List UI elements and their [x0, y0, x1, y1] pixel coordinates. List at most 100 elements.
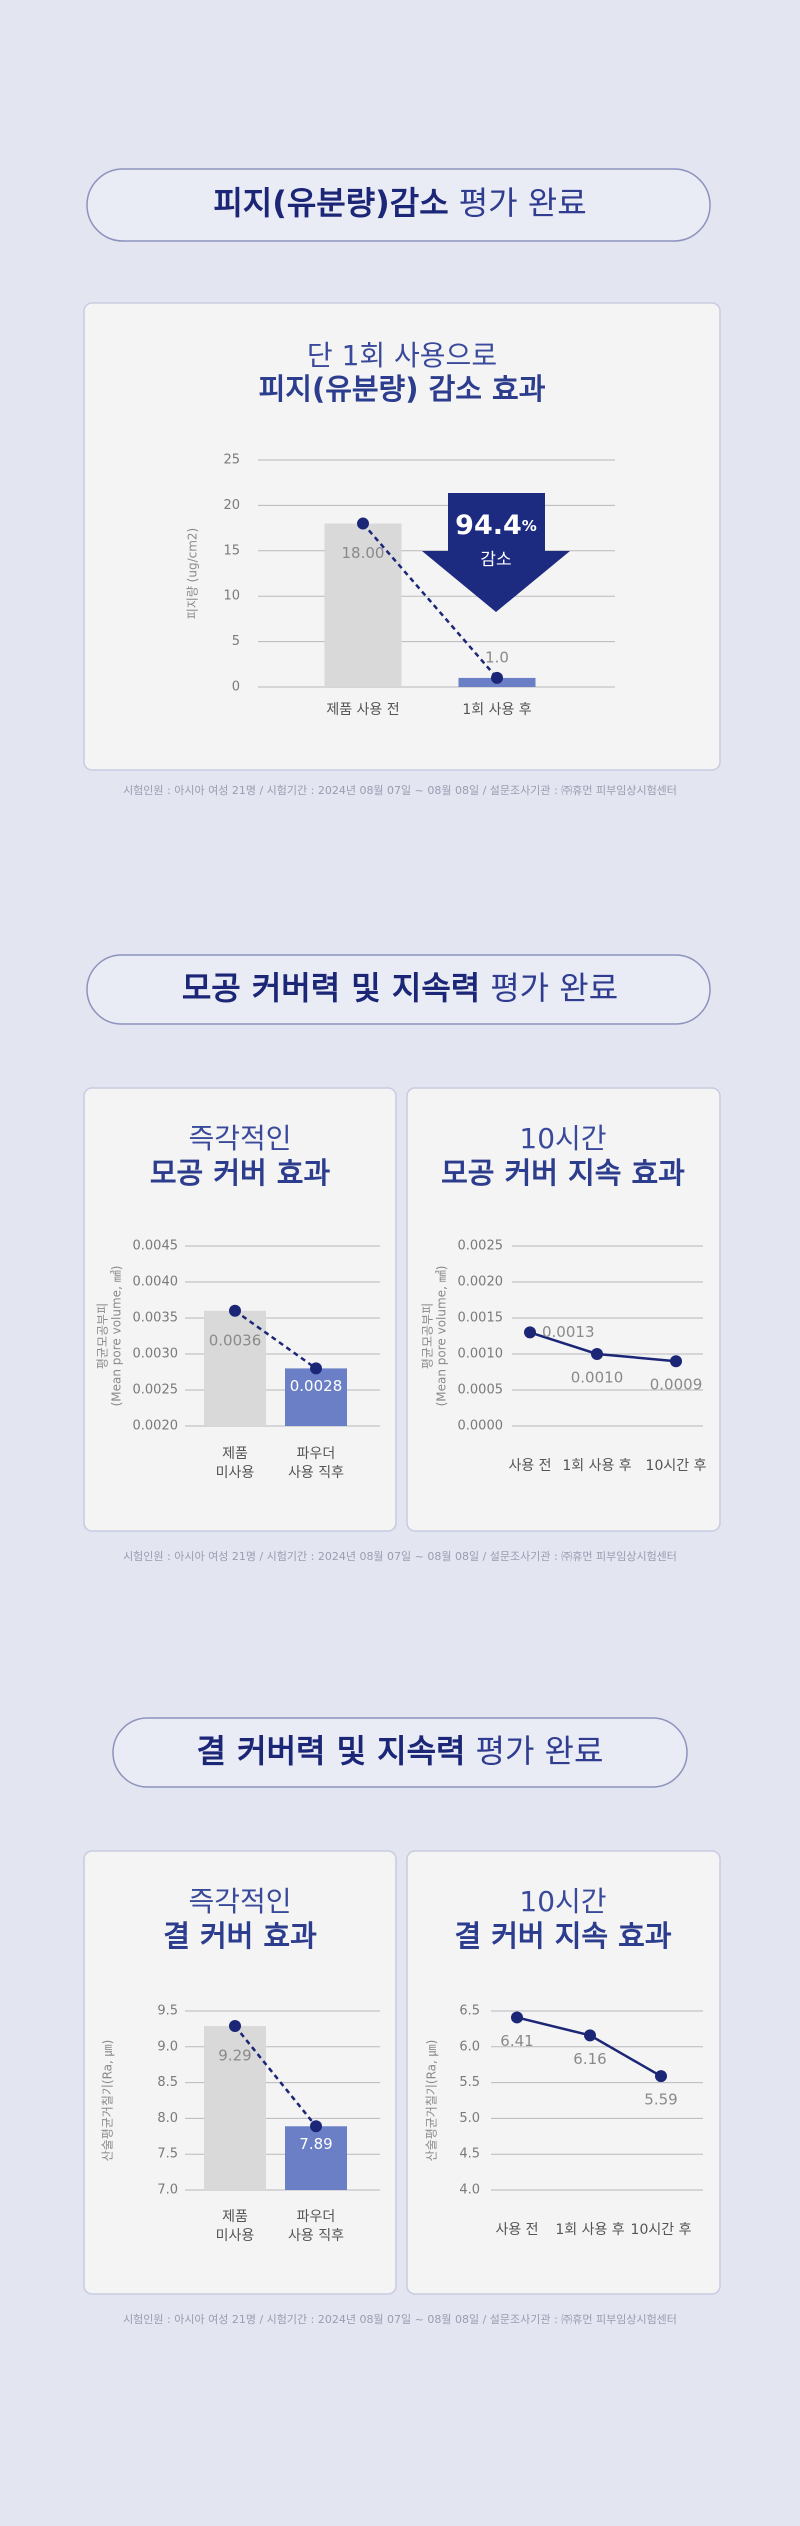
card: [406, 1850, 721, 2295]
y-tick-label: 25: [223, 453, 240, 468]
heading-pill: [112, 1717, 688, 1788]
data-label: 6.41: [500, 2032, 533, 2050]
chart-title: 단 1회 사용으로: [307, 339, 497, 372]
data-label: 9.29: [218, 2047, 251, 2065]
data-label: 7.89: [299, 2135, 332, 2153]
point: [670, 1355, 682, 1368]
heading-bold: 결 커버력 및 지속력: [197, 1732, 466, 1770]
point: [310, 1362, 322, 1375]
data-label: 0.0010: [571, 1369, 624, 1387]
data-label: 0.0013: [542, 1323, 595, 1341]
y-tick-label: 8.0: [157, 2111, 178, 2126]
y-tick-label: 6.5: [459, 2004, 480, 2019]
data-label: 18.00: [342, 544, 385, 562]
y-tick-label: 0: [232, 680, 240, 695]
y-tick-label: 10: [223, 589, 240, 604]
footnote: 시험인원 : 아시아 여성 21명 / 시험기간 : 2024년 08월 07일…: [123, 783, 677, 797]
data-label: 5.59: [644, 2091, 677, 2109]
x-tick-label-line: 파우더: [297, 1446, 336, 1462]
y-axis-label: 피지량 (ug/cm2): [186, 528, 200, 620]
y-axis-label: 산술평균거칠기(Ra, ㎛): [101, 2040, 115, 2162]
y-tick-label: 0.0040: [133, 1275, 179, 1290]
y-tick-label: 15: [223, 543, 240, 558]
y-tick-label: 0.0025: [458, 1239, 504, 1254]
footnote: 시험인원 : 아시아 여성 21명 / 시험기간 : 2024년 08월 07일…: [123, 1549, 677, 1563]
y-tick-label: 9.5: [157, 2004, 178, 2019]
x-tick-label-line: 제품: [222, 1446, 248, 1462]
point: [229, 1304, 241, 1317]
point: [310, 2120, 322, 2133]
x-tick-label-line: 사용 직후: [288, 1465, 344, 1481]
heading-pill: [86, 954, 711, 1025]
x-tick-label-line: 미사용: [216, 1465, 255, 1481]
y-tick-label: 0.0005: [458, 1383, 504, 1398]
y-axis-label: (Mean pore volume, ㎣): [435, 1266, 449, 1407]
x-tick-label-line: 파우더: [297, 2209, 336, 2225]
x-tick-label: 사용 전: [495, 2222, 538, 2238]
bar: [285, 2126, 347, 2190]
point: [655, 2070, 667, 2083]
bar: [204, 2026, 266, 2190]
data-label: 6.16: [573, 2050, 606, 2068]
chart-title: 결 커버 지속 효과: [454, 1919, 671, 1953]
chart-title: 피지(유분량) 감소 효과: [259, 372, 546, 406]
point: [229, 2020, 241, 2033]
bar: [285, 1368, 347, 1426]
heading-rest: 평가 완료: [490, 969, 618, 1007]
point: [511, 2011, 523, 2024]
heading-bold: 모공 커버력 및 지속력: [182, 969, 480, 1007]
data-label: 0.0036: [209, 1331, 262, 1349]
y-tick-label: 20: [223, 498, 240, 513]
y-tick-label: 4.0: [459, 2183, 480, 2198]
heading-rest: 평가 완료: [459, 184, 587, 222]
y-tick-label: 0.0020: [133, 1419, 179, 1434]
x-tick-label: 1회 사용 후: [562, 1458, 631, 1474]
x-tick-label: 제품 미사용: [216, 2209, 255, 2244]
y-tick-label: 0.0030: [133, 1347, 179, 1362]
y-tick-label: 5: [232, 634, 240, 649]
y-tick-label: 6.0: [459, 2039, 480, 2054]
heading-pill: [86, 168, 711, 242]
x-tick-label: 1회 사용 후: [555, 2222, 624, 2238]
chart-title: 모공 커버 지속 효과: [441, 1156, 685, 1190]
data-label: 1.0: [485, 648, 509, 666]
chart-title: 모공 커버 효과: [150, 1156, 331, 1190]
chart-title: 즉각적인: [188, 1122, 291, 1155]
y-tick-label: 9.0: [157, 2039, 178, 2054]
callout-unit: %: [522, 517, 537, 535]
y-tick-label: 0.0010: [458, 1347, 504, 1362]
y-tick-label: 7.5: [157, 2147, 178, 2162]
callout-label: 감소: [480, 550, 511, 570]
y-tick-label: 0.0045: [133, 1239, 179, 1254]
y-axis-label: 산술평균거칠기(Ra, ㎛): [425, 2040, 439, 2162]
data-label: 0.0009: [650, 1376, 703, 1394]
callout-arrow: [422, 493, 570, 612]
y-tick-label: 5.5: [459, 2075, 480, 2090]
callout: 94.4% 감소: [422, 493, 570, 612]
connector: [234, 1309, 317, 1370]
point: [584, 2029, 596, 2042]
y-tick-label: 0.0025: [133, 1383, 179, 1398]
chart-title: 즉각적인: [188, 1885, 291, 1918]
x-tick-label: 10시간 후: [646, 1458, 707, 1474]
bar: [324, 523, 402, 687]
y-axis-label: (Mean pore volume, ㎣): [110, 1266, 124, 1407]
x-tick-label-line: 사용 직후: [288, 2228, 344, 2244]
point: [591, 1348, 603, 1360]
y-tick-label: 0.0035: [133, 1311, 179, 1326]
y-axis-label: 평균모공부피: [421, 1303, 435, 1369]
x-tick-label-line: 제품: [222, 2209, 248, 2225]
chart-title: 10시간: [519, 1885, 606, 1918]
data-label: 0.0028: [290, 1377, 343, 1395]
y-tick-label: 4.5: [459, 2147, 480, 2162]
heading: 모공 커버력 및 지속력 평가 완료: [182, 969, 618, 1007]
chart-title: 10시간: [519, 1122, 606, 1155]
y-axis-label: 평균모공부피: [96, 1303, 110, 1369]
callout-value: 94.4: [455, 510, 522, 541]
heading: 피지(유분량)감소 평가 완료: [213, 184, 586, 222]
